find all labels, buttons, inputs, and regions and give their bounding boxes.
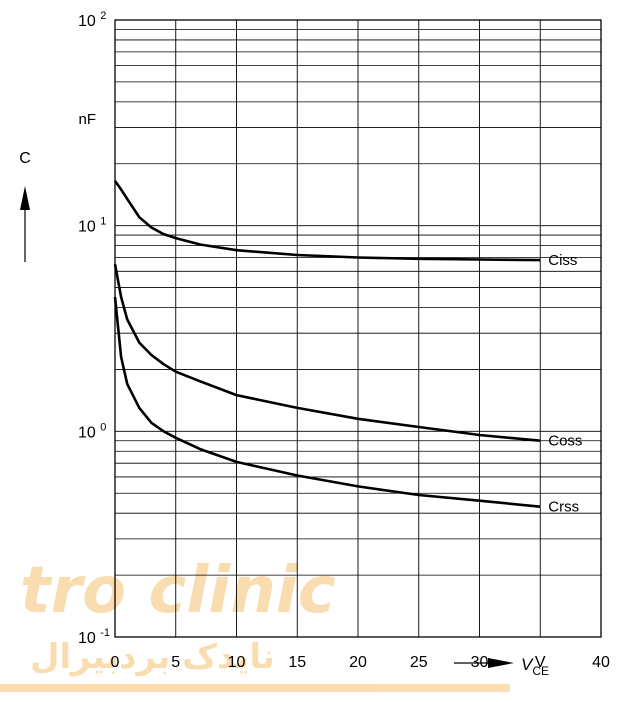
curve-labels: Ciss Coss Crss [548, 252, 582, 516]
watermark: tro clinic نایدک بردبیرال [0, 554, 510, 692]
watermark-subtext: نایدک بردبیرال [30, 637, 275, 677]
watermark-text: tro clinic [20, 554, 336, 628]
x-tick-labels: 0 5 10 15 20 25 30 V 40 [111, 654, 610, 671]
x-tick-label: 20 [349, 654, 367, 671]
y-tick-label: 10 1 [78, 216, 106, 236]
y-tick-labels: 10 -1 10 0 10 1 10 2 [78, 10, 110, 647]
y-tick-label: 10 0 [78, 421, 106, 441]
curve-label-crss: Crss [548, 499, 579, 516]
x-tick-label: 0 [111, 654, 120, 671]
x-tick-label: 10 [228, 654, 246, 671]
curve-crss [113, 296, 541, 508]
x-axis-arrow [454, 658, 514, 668]
x-tick-label: 40 [592, 654, 610, 671]
x-axis-label: VCE [521, 655, 549, 678]
curve-label-ciss: Ciss [548, 252, 577, 269]
y-tick-label: 10 -1 [78, 627, 110, 647]
curve-label-coss: Coss [548, 433, 582, 450]
x-tick-label: 5 [171, 654, 180, 671]
curve-ciss [113, 180, 541, 262]
curve-coss [113, 263, 541, 442]
x-tick-label: 15 [288, 654, 306, 671]
y-unit-label: nF [78, 111, 96, 128]
x-tick-label: 25 [410, 654, 428, 671]
curves [113, 180, 541, 508]
grid [115, 20, 601, 637]
y-axis-label: C [19, 150, 31, 167]
plot-frame [114, 19, 602, 638]
y-tick-label: 10 2 [78, 10, 106, 30]
y-axis-arrow [20, 186, 30, 262]
watermark-bar [0, 684, 510, 692]
x-tick-label: V [535, 654, 546, 671]
